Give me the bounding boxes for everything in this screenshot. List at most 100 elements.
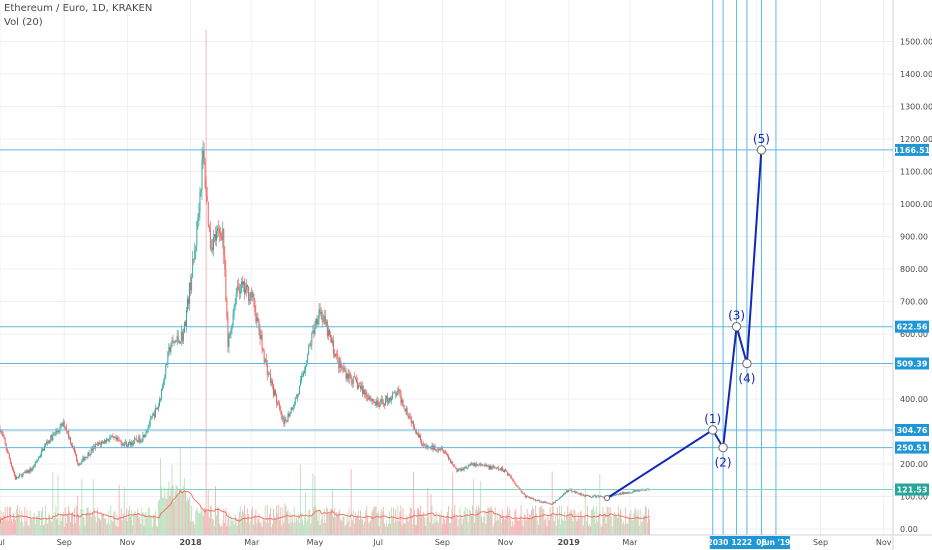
volume-bar [170,487,172,535]
candle-body [67,431,69,438]
x-tick-label: 2019 [558,538,581,547]
price-tag-label: 1166.51 [894,146,931,155]
candle-body [306,362,308,367]
volume-bar [368,523,370,535]
volume-bar [512,520,514,535]
volume-bar [258,513,260,535]
volume-bar [246,522,248,535]
candle-body [495,467,497,469]
volume-bar [486,513,488,535]
volume-bar [178,489,180,535]
volume-bar [430,494,432,535]
volume-bar [128,510,129,535]
volume-bar [49,514,51,535]
candle-body [289,413,291,416]
candle-body [191,277,193,291]
candle-body [367,397,369,400]
volume-bar [337,514,339,535]
candle-body [366,392,368,398]
volume-bar [577,512,579,535]
candle-body [571,489,573,493]
volume-bar [232,519,234,535]
volume-bar [523,513,525,535]
candle-body [189,282,191,304]
volume-bar [481,516,483,535]
volume-bar [257,519,259,535]
candle-body [497,467,499,470]
candle-body [565,492,567,494]
volume-bar [6,506,8,535]
volume-indicator-label[interactable]: Vol (20) [4,17,43,28]
candle-body [158,406,159,409]
volume-bar [230,515,232,535]
candle-body [521,491,523,494]
volume-bar [106,524,108,535]
candle-body [457,469,459,472]
volume-bar [28,526,30,535]
volume-bar [24,507,26,535]
candle-body [523,493,525,495]
volume-bar [29,510,31,535]
y-tick-label: 800.00 [900,265,928,274]
volume-bar [90,516,92,535]
volume-bar [38,511,40,535]
volume-bar [511,526,513,535]
candle-body [555,499,557,501]
candle-body [359,385,360,387]
volume-bar [282,506,284,535]
volume-bar [532,506,533,535]
candle-body [422,443,424,445]
candle-body [635,490,637,492]
candle-body [372,399,374,402]
volume-bar [302,520,303,535]
volume-bar [349,526,351,535]
volume-bar [117,526,119,535]
volume-bar [592,508,594,535]
volume-bar [356,514,358,535]
candle-body [486,465,488,467]
candle-body [292,406,294,410]
candle-body [347,373,349,379]
volume-bar [648,508,649,535]
candle-body [552,502,554,505]
candle-body [227,316,229,347]
volume-bar [530,509,532,535]
candle-body [73,447,75,449]
candle-body [549,503,551,505]
volume-bar [574,510,576,535]
volume-bar [162,497,164,535]
candle-body [265,358,267,365]
volume-bar [60,521,62,535]
candle-body [184,321,186,327]
candle-body [320,311,322,314]
candle-body [382,402,384,404]
volume-bar [298,522,300,535]
candle-body [464,466,466,468]
volume-bar [203,507,205,535]
volume-bar [422,513,424,535]
candle-body [5,443,7,450]
candle-body [78,463,80,466]
volume-bar [491,508,493,535]
candle-body [355,378,357,383]
candle-body [622,492,624,494]
candle-body [57,431,59,433]
candle-body [117,437,119,441]
volume-bar [454,505,456,535]
candle-body [275,390,277,395]
candle-body [440,448,442,450]
volume-bar [95,522,97,535]
volume-bar [231,521,233,535]
volume-bar [318,509,320,535]
candle-body [290,407,292,414]
candle-body [510,475,512,477]
candle-body [520,488,522,492]
candle-body [556,499,558,501]
candle-body [445,452,446,454]
chart-symbol-title[interactable]: Ethereum / Euro, 1D, KRAKEN [4,3,153,14]
candle-body [92,446,94,451]
volume-bar [416,524,417,535]
volume-bar [228,512,230,535]
candle-body [146,430,148,432]
